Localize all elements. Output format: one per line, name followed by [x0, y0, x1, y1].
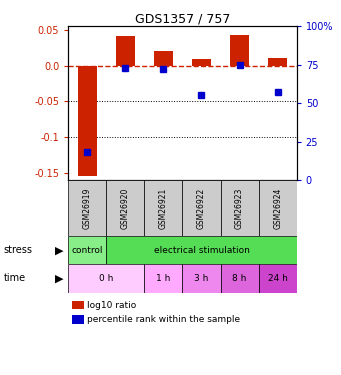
Bar [221, 180, 258, 236]
Bar [258, 180, 297, 236]
Text: 8 h: 8 h [232, 274, 247, 283]
Text: 3 h: 3 h [194, 274, 209, 283]
Text: stress: stress [3, 245, 32, 255]
Bar [268, 58, 287, 66]
Bar [230, 35, 249, 66]
Bar [258, 264, 297, 292]
Bar [144, 180, 182, 236]
Text: 0 h: 0 h [99, 274, 114, 283]
Text: GSM26923: GSM26923 [235, 188, 244, 229]
Text: electrical stimulation: electrical stimulation [153, 246, 249, 255]
Bar [72, 301, 84, 309]
Bar [68, 180, 106, 236]
Bar [144, 264, 182, 292]
Bar [154, 51, 173, 66]
Bar [192, 59, 211, 66]
Bar [68, 236, 106, 264]
Bar [68, 264, 144, 292]
Text: time: time [3, 273, 26, 284]
Bar [221, 264, 258, 292]
Text: percentile rank within the sample: percentile rank within the sample [87, 315, 240, 324]
Text: 24 h: 24 h [268, 274, 287, 283]
Text: GSM26922: GSM26922 [197, 188, 206, 229]
Bar [78, 66, 97, 176]
Text: control: control [72, 246, 103, 255]
Text: ▶: ▶ [55, 245, 63, 255]
Bar [182, 264, 221, 292]
Bar [72, 315, 84, 324]
Text: 1 h: 1 h [156, 274, 170, 283]
Text: GSM26924: GSM26924 [273, 188, 282, 229]
Bar [116, 36, 135, 66]
Bar [106, 236, 297, 264]
Bar [106, 180, 144, 236]
Text: GSM26920: GSM26920 [121, 188, 130, 229]
Text: GSM26921: GSM26921 [159, 188, 168, 229]
Text: GSM26919: GSM26919 [83, 188, 92, 229]
Text: log10 ratio: log10 ratio [87, 301, 136, 310]
Title: GDS1357 / 757: GDS1357 / 757 [135, 12, 230, 25]
Bar [182, 180, 221, 236]
Text: ▶: ▶ [55, 273, 63, 284]
